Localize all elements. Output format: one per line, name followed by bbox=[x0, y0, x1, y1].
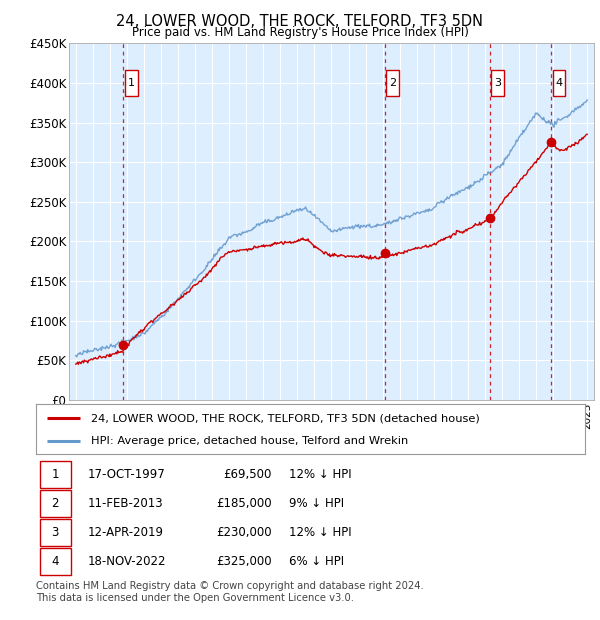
FancyBboxPatch shape bbox=[553, 70, 565, 95]
Text: 12% ↓ HPI: 12% ↓ HPI bbox=[289, 526, 351, 539]
Text: 12% ↓ HPI: 12% ↓ HPI bbox=[289, 468, 351, 481]
Text: £230,000: £230,000 bbox=[217, 526, 272, 539]
Text: 24, LOWER WOOD, THE ROCK, TELFORD, TF3 5DN (detached house): 24, LOWER WOOD, THE ROCK, TELFORD, TF3 5… bbox=[91, 413, 479, 423]
Text: 17-OCT-1997: 17-OCT-1997 bbox=[88, 468, 166, 481]
Text: 3: 3 bbox=[52, 526, 59, 539]
Text: 18-NOV-2022: 18-NOV-2022 bbox=[88, 555, 167, 568]
FancyBboxPatch shape bbox=[40, 519, 71, 546]
Text: 11-FEB-2013: 11-FEB-2013 bbox=[88, 497, 164, 510]
FancyBboxPatch shape bbox=[40, 461, 71, 488]
Text: 1: 1 bbox=[128, 78, 134, 88]
Text: £325,000: £325,000 bbox=[217, 555, 272, 568]
Text: 4: 4 bbox=[556, 78, 563, 88]
Text: 9% ↓ HPI: 9% ↓ HPI bbox=[289, 497, 344, 510]
FancyBboxPatch shape bbox=[491, 70, 504, 95]
Text: £185,000: £185,000 bbox=[217, 497, 272, 510]
Text: 1: 1 bbox=[52, 468, 59, 481]
Text: 4: 4 bbox=[52, 555, 59, 568]
Text: 24, LOWER WOOD, THE ROCK, TELFORD, TF3 5DN: 24, LOWER WOOD, THE ROCK, TELFORD, TF3 5… bbox=[116, 14, 484, 29]
Text: Price paid vs. HM Land Registry's House Price Index (HPI): Price paid vs. HM Land Registry's House … bbox=[131, 26, 469, 39]
Text: 2: 2 bbox=[52, 497, 59, 510]
Text: £69,500: £69,500 bbox=[224, 468, 272, 481]
FancyBboxPatch shape bbox=[125, 70, 137, 95]
Text: 3: 3 bbox=[494, 78, 501, 88]
FancyBboxPatch shape bbox=[40, 548, 71, 575]
Text: 6% ↓ HPI: 6% ↓ HPI bbox=[289, 555, 344, 568]
FancyBboxPatch shape bbox=[386, 70, 399, 95]
Text: HPI: Average price, detached house, Telford and Wrekin: HPI: Average price, detached house, Telf… bbox=[91, 436, 408, 446]
Text: 2: 2 bbox=[389, 78, 396, 88]
FancyBboxPatch shape bbox=[40, 490, 71, 517]
Text: Contains HM Land Registry data © Crown copyright and database right 2024.
This d: Contains HM Land Registry data © Crown c… bbox=[36, 581, 424, 603]
Text: 12-APR-2019: 12-APR-2019 bbox=[88, 526, 164, 539]
